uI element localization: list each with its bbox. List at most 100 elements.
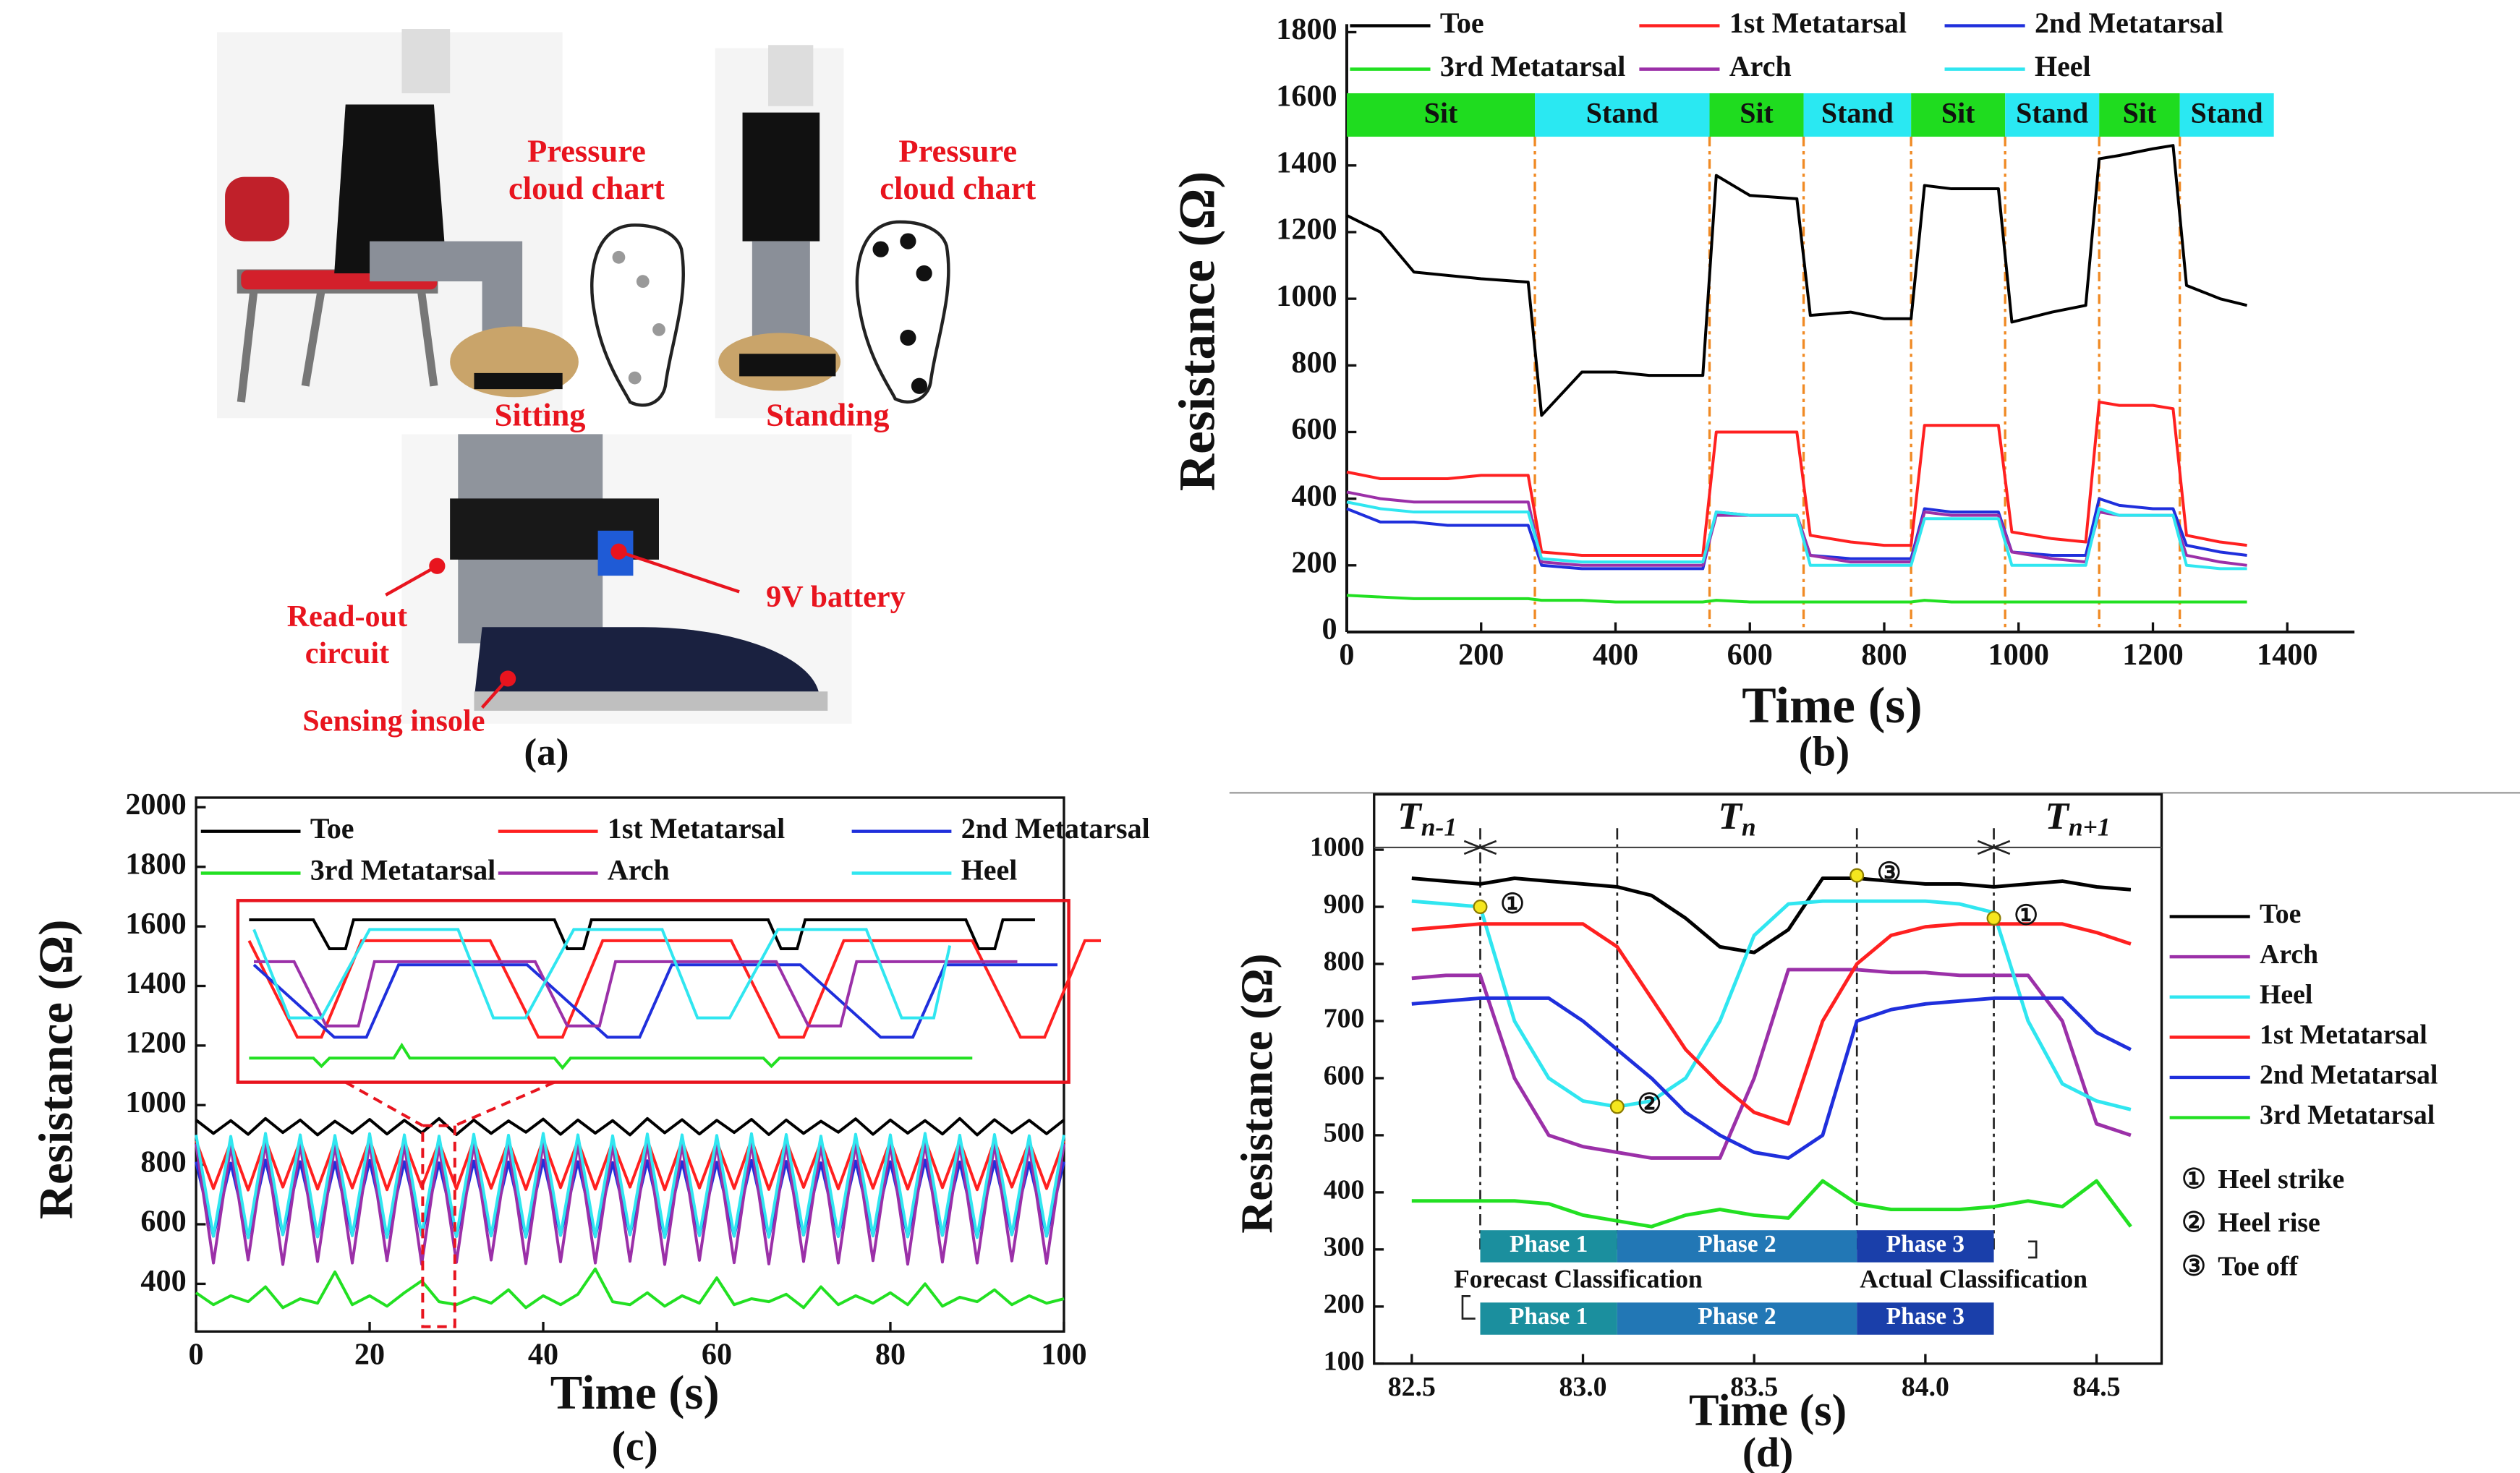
series-line: [1411, 968, 2132, 1160]
standing-label: Standing: [766, 396, 889, 432]
y-tick-label: 400: [1291, 479, 1337, 513]
chair: [237, 269, 438, 403]
y-tick-label: 1800: [1276, 12, 1337, 46]
x-tick-label: 80: [875, 1338, 906, 1372]
key-point: [1849, 868, 1865, 883]
series-line: [195, 1267, 1065, 1310]
torso: [742, 112, 820, 242]
shoe: [739, 354, 836, 377]
y-tick-label: 700: [1324, 1004, 1365, 1034]
hook-arrow: [2028, 1240, 2038, 1259]
y-tick-label: 1400: [1276, 145, 1337, 179]
legend-label: Heel: [2260, 979, 2312, 1009]
key-symbol: ①: [2014, 900, 2038, 931]
series-line: [1346, 500, 2247, 571]
x-tick-label: 84.0: [1902, 1372, 1949, 1402]
period-arrow: [1463, 840, 1497, 855]
legend-label: 2nd Metatarsal: [2035, 7, 2223, 39]
pressure-label: cloud chart: [508, 170, 665, 206]
x-axis-title: Time (s): [550, 1367, 720, 1419]
key-point: [1473, 900, 1488, 915]
period-arrow: [1977, 840, 2011, 855]
y-axis-title: Resistance (Ω): [30, 920, 83, 1220]
inset-frame: [236, 899, 1070, 1084]
y-tick-label: 800: [140, 1145, 186, 1179]
pressure-label: Pressure: [527, 133, 646, 169]
period-base: T: [1397, 794, 1423, 837]
y-tick-label: 2000: [125, 787, 186, 821]
hook-arrow: [1461, 1295, 1476, 1320]
key-legend-symbol: ①: [2181, 1164, 2206, 1195]
x-tick-label: 20: [354, 1338, 385, 1372]
series-line: [1411, 996, 2132, 1160]
series-line: [1411, 922, 2132, 1126]
y-tick-label: 900: [1324, 889, 1365, 920]
y-axis-title: Resistance (Ω): [1169, 171, 1225, 491]
photo-panel: Pressure cloud chart Pressure cloud char…: [216, 29, 1036, 773]
series-line: [1411, 899, 2132, 1111]
inset-arch: [254, 960, 1018, 1028]
classification-label: Actual Classification: [1860, 1265, 2087, 1294]
series-line: [1411, 1179, 2132, 1229]
legend-label: Arch: [1729, 50, 1792, 82]
y-tick-label: 300: [1324, 1232, 1365, 1263]
inset-met2: [252, 963, 1058, 1039]
insole-dots: [872, 233, 932, 394]
legend-label: Heel: [961, 854, 1018, 887]
x-axis-title: Time (s): [1689, 1386, 1847, 1435]
legend-label: 1st Metatarsal: [608, 812, 785, 845]
caption: (c): [612, 1423, 658, 1469]
series-line: [195, 1137, 1065, 1192]
phase-label: Stand: [1821, 96, 1894, 129]
x-tick-label: 1200: [2122, 638, 2183, 672]
zoom-window: [421, 1124, 456, 1328]
plot-frame: [195, 796, 1065, 1333]
legend-label: 2nd Metatarsal: [2260, 1060, 2438, 1090]
x-tick-label: 83.5: [1730, 1372, 1778, 1402]
period-sub: n-1: [1421, 813, 1457, 842]
y-tick-label: 1000: [1276, 279, 1337, 313]
pressure-label: Pressure: [898, 133, 1017, 169]
phase-box: [1617, 1302, 1857, 1335]
head: [401, 29, 451, 93]
x-tick-label: 60: [702, 1338, 732, 1372]
series-line: [1346, 497, 2247, 571]
y-tick-label: 1800: [125, 847, 186, 881]
phase-band: [1911, 93, 2006, 137]
legend-label: 3rd Metatarsal: [310, 854, 495, 887]
x-tick-label: 1000: [1988, 638, 2049, 672]
phase-box: [1857, 1230, 1994, 1263]
legend-label: Arch: [2260, 939, 2318, 970]
caption: (d): [1742, 1430, 1794, 1473]
series-line: [1346, 144, 2248, 417]
chart: 0 200 400 600 800 1000 1200 1400 1600 1800 0 200 400…: [1169, 7, 2355, 774]
phase-band: [1709, 93, 1804, 137]
insole-sitting: [590, 223, 685, 407]
y-tick-label: 100: [1324, 1346, 1365, 1376]
y-tick-label: 400: [1324, 1175, 1365, 1205]
phase-band: [1535, 93, 1710, 137]
sitting-label: Sitting: [495, 396, 586, 432]
phase-band: [2099, 93, 2180, 137]
y-tick-label: 600: [1324, 1061, 1365, 1091]
x-tick-label: 82.5: [1388, 1372, 1436, 1402]
insole-label: Sensing insole: [302, 704, 485, 738]
x-tick-label: 0: [189, 1338, 204, 1372]
x-tick-label: 600: [1727, 638, 1773, 672]
phase-band: [2005, 93, 2100, 137]
phase-box-label: Phase 2: [1698, 1231, 1776, 1258]
x-tick-label: 40: [528, 1338, 558, 1372]
key-symbol: ③: [1877, 858, 1902, 888]
phase-label: Sit: [2123, 96, 2157, 129]
insole-standing: [855, 220, 950, 404]
shoe: [474, 627, 820, 700]
phase-box: [1480, 1230, 1617, 1263]
y-tick-label: 200: [1291, 545, 1337, 579]
shoe: [474, 372, 563, 390]
chart: 400 600 800 1000 1200 1400 1600 1800 2000 0 20 40 60…: [30, 787, 1150, 1469]
x-tick-label: 400: [1593, 638, 1638, 672]
period-sub: n: [1742, 813, 1756, 842]
period-label: Tn-1: [1397, 794, 1457, 841]
x-tick-label: 100: [1041, 1338, 1086, 1372]
legend-label: 2nd Metatarsal: [961, 812, 1150, 845]
